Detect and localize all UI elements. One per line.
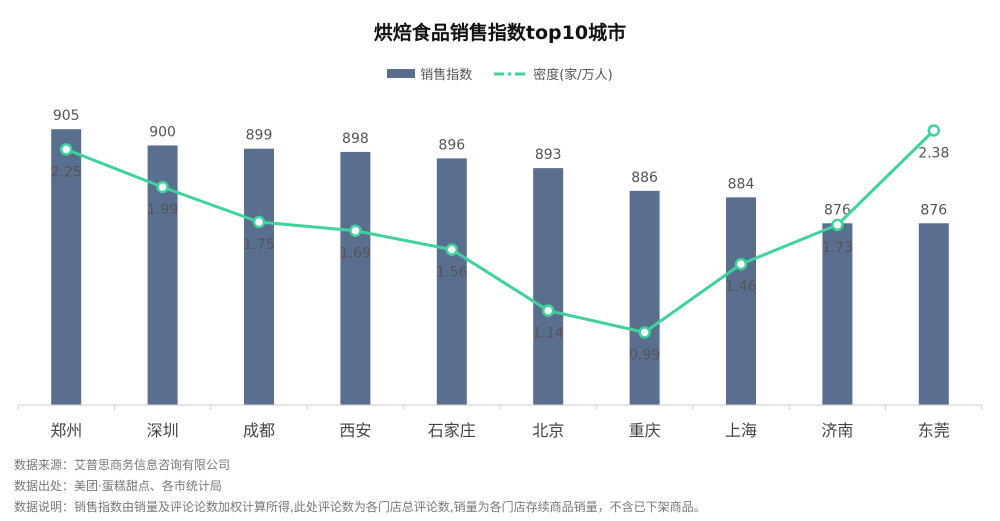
bar-label: 886 — [631, 170, 658, 186]
bar — [436, 158, 467, 405]
line-label: 0.99 — [629, 347, 660, 363]
legend: 销售指数 密度(家/万人) — [0, 64, 1000, 83]
footer-origin: 数据出处：美团·蛋糕甜点、各市统计局 — [14, 479, 222, 493]
line-point — [252, 215, 266, 229]
legend-swatch-bar — [387, 69, 416, 78]
x-tick-label: 成都 — [243, 421, 275, 440]
line-label: 1.99 — [147, 202, 178, 218]
bar — [340, 151, 371, 405]
footer-source: 数据来源：艾普思商务信息咨询有限公司 — [14, 458, 231, 472]
bar-label: 900 — [149, 124, 176, 140]
footer-note: 数据说明：销售指数由销量及评论论数加权计算所得,此处评论数为各门店总评论数,销量… — [14, 500, 706, 514]
x-tick-label: 郑州 — [50, 421, 82, 440]
x-tick-label: 济南 — [821, 421, 853, 440]
bar — [726, 197, 756, 405]
line-point — [445, 243, 459, 256]
bar-label: 905 — [53, 108, 80, 124]
x-tick-label: 石家庄 — [428, 421, 476, 440]
x-tick-label: 北京 — [532, 421, 564, 440]
bar — [51, 129, 82, 405]
legend-swatch-line — [494, 72, 529, 75]
legend-item-line: 密度(家/万人) — [494, 64, 613, 83]
density-line — [65, 129, 935, 334]
legend-item-bar: 销售指数 — [387, 64, 472, 83]
legend-label-bar: 销售指数 — [420, 68, 473, 83]
line-point — [734, 257, 748, 271]
bar — [533, 168, 564, 405]
bar — [244, 148, 274, 405]
line-point — [156, 180, 169, 194]
x-tick-label: 西安 — [339, 421, 371, 440]
line-label: 1.46 — [725, 279, 756, 295]
line-label: 2.25 — [51, 164, 82, 180]
line-label: 1.14 — [533, 326, 564, 342]
line-point — [831, 218, 844, 232]
line-label: 1.75 — [243, 237, 274, 253]
bar-label: 876 — [824, 202, 851, 218]
x-tick-label: 上海 — [725, 421, 757, 440]
line-label: 2.38 — [918, 146, 949, 162]
bar-label: 899 — [246, 128, 273, 144]
bar-label: 893 — [535, 147, 562, 163]
bar-label: 898 — [342, 131, 369, 147]
chart-title: 烘焙食品销售指数top10城市 — [373, 22, 627, 44]
bar — [822, 223, 853, 405]
x-tick-label: 东莞 — [918, 421, 950, 440]
line-label: 1.73 — [822, 240, 853, 256]
bar-label: 876 — [920, 202, 947, 218]
line-point — [638, 326, 651, 339]
line-point — [927, 124, 941, 137]
x-tick-label: 深圳 — [147, 421, 179, 440]
line-label: 1.69 — [340, 246, 371, 262]
line-point — [59, 143, 73, 156]
legend-label-line: 密度(家/万人) — [533, 68, 613, 83]
line-point — [541, 304, 555, 317]
bar — [918, 223, 949, 405]
line-label: 1.56 — [436, 265, 467, 281]
bar-label: 896 — [438, 137, 465, 153]
bar — [629, 190, 660, 405]
x-tick-label: 重庆 — [629, 421, 661, 440]
bar-label: 884 — [728, 176, 755, 192]
line-point — [349, 224, 362, 237]
